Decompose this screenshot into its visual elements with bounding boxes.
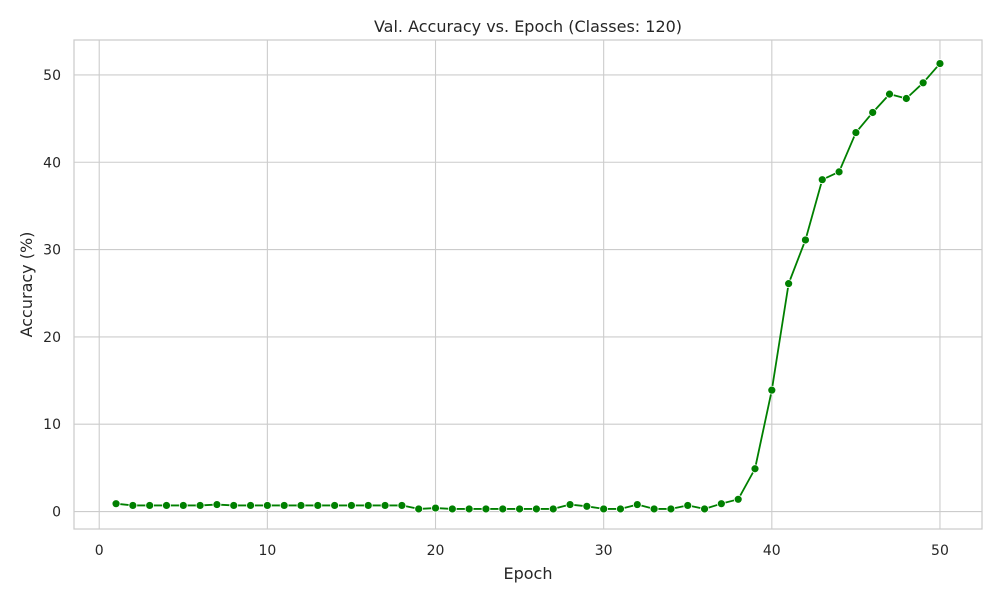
data-point xyxy=(246,501,255,510)
series-line xyxy=(115,62,941,510)
data-point xyxy=(666,504,676,514)
data-point xyxy=(901,94,911,103)
data-point xyxy=(649,504,659,514)
y-tick-label: 50 xyxy=(43,68,61,84)
data-point xyxy=(229,501,239,510)
data-point xyxy=(632,500,642,509)
data-point xyxy=(851,128,861,137)
data-point xyxy=(918,78,928,88)
x-tick-label: 0 xyxy=(95,543,104,559)
x-tick-label: 10 xyxy=(258,543,276,559)
data-points xyxy=(111,59,945,514)
data-point xyxy=(178,501,188,510)
data-point xyxy=(279,501,289,510)
data-point xyxy=(128,501,138,510)
data-point xyxy=(347,501,356,510)
data-point xyxy=(733,494,743,504)
x-tick-label: 20 xyxy=(427,543,445,559)
data-point xyxy=(868,108,878,117)
data-point xyxy=(145,501,155,510)
y-axis-label: Accuracy (%) xyxy=(17,232,36,338)
data-point xyxy=(582,501,592,511)
data-point xyxy=(397,501,407,510)
data-point xyxy=(817,175,827,185)
data-point xyxy=(313,501,323,510)
x-tick-label: 50 xyxy=(931,543,949,559)
data-point xyxy=(363,501,373,510)
data-point xyxy=(296,501,306,510)
data-point xyxy=(498,504,508,514)
data-point xyxy=(834,167,844,177)
data-point xyxy=(380,501,390,510)
plot-area-frame xyxy=(73,39,983,530)
data-point xyxy=(481,504,491,514)
data-point xyxy=(716,499,726,509)
data-point xyxy=(616,504,625,514)
y-tick-label: 20 xyxy=(43,330,61,346)
data-point xyxy=(548,504,558,514)
data-point xyxy=(431,503,440,513)
data-point xyxy=(447,504,457,514)
y-tick-label: 30 xyxy=(43,243,61,259)
y-axis-ticks: 0 10 20 30 40 50 xyxy=(43,68,61,521)
data-point xyxy=(111,499,121,509)
data-point xyxy=(700,504,709,514)
data-point xyxy=(683,501,693,510)
data-point xyxy=(801,235,810,245)
data-point xyxy=(262,501,272,510)
data-point xyxy=(565,500,575,509)
data-point xyxy=(464,504,474,514)
data-point xyxy=(784,279,794,289)
data-point xyxy=(767,385,777,395)
data-point xyxy=(935,59,945,68)
x-axis-ticks: 0 10 20 30 40 50 xyxy=(95,543,949,559)
data-point xyxy=(515,504,524,514)
y-tick-label: 0 xyxy=(52,505,61,521)
grid xyxy=(74,40,982,529)
x-tick-label: 30 xyxy=(595,543,613,559)
x-tick-label: 40 xyxy=(763,543,781,559)
data-point xyxy=(212,500,222,509)
y-tick-label: 40 xyxy=(43,155,61,171)
chart-title: Val. Accuracy vs. Epoch (Classes: 120) xyxy=(374,17,682,36)
data-point xyxy=(414,504,424,514)
data-point xyxy=(599,504,609,514)
data-point xyxy=(532,504,541,514)
data-point xyxy=(195,501,205,510)
data-point xyxy=(885,89,894,99)
data-point xyxy=(750,464,760,474)
y-tick-label: 10 xyxy=(43,417,61,433)
data-point xyxy=(162,501,171,510)
data-point xyxy=(330,501,340,510)
x-axis-label: Epoch xyxy=(504,564,553,583)
